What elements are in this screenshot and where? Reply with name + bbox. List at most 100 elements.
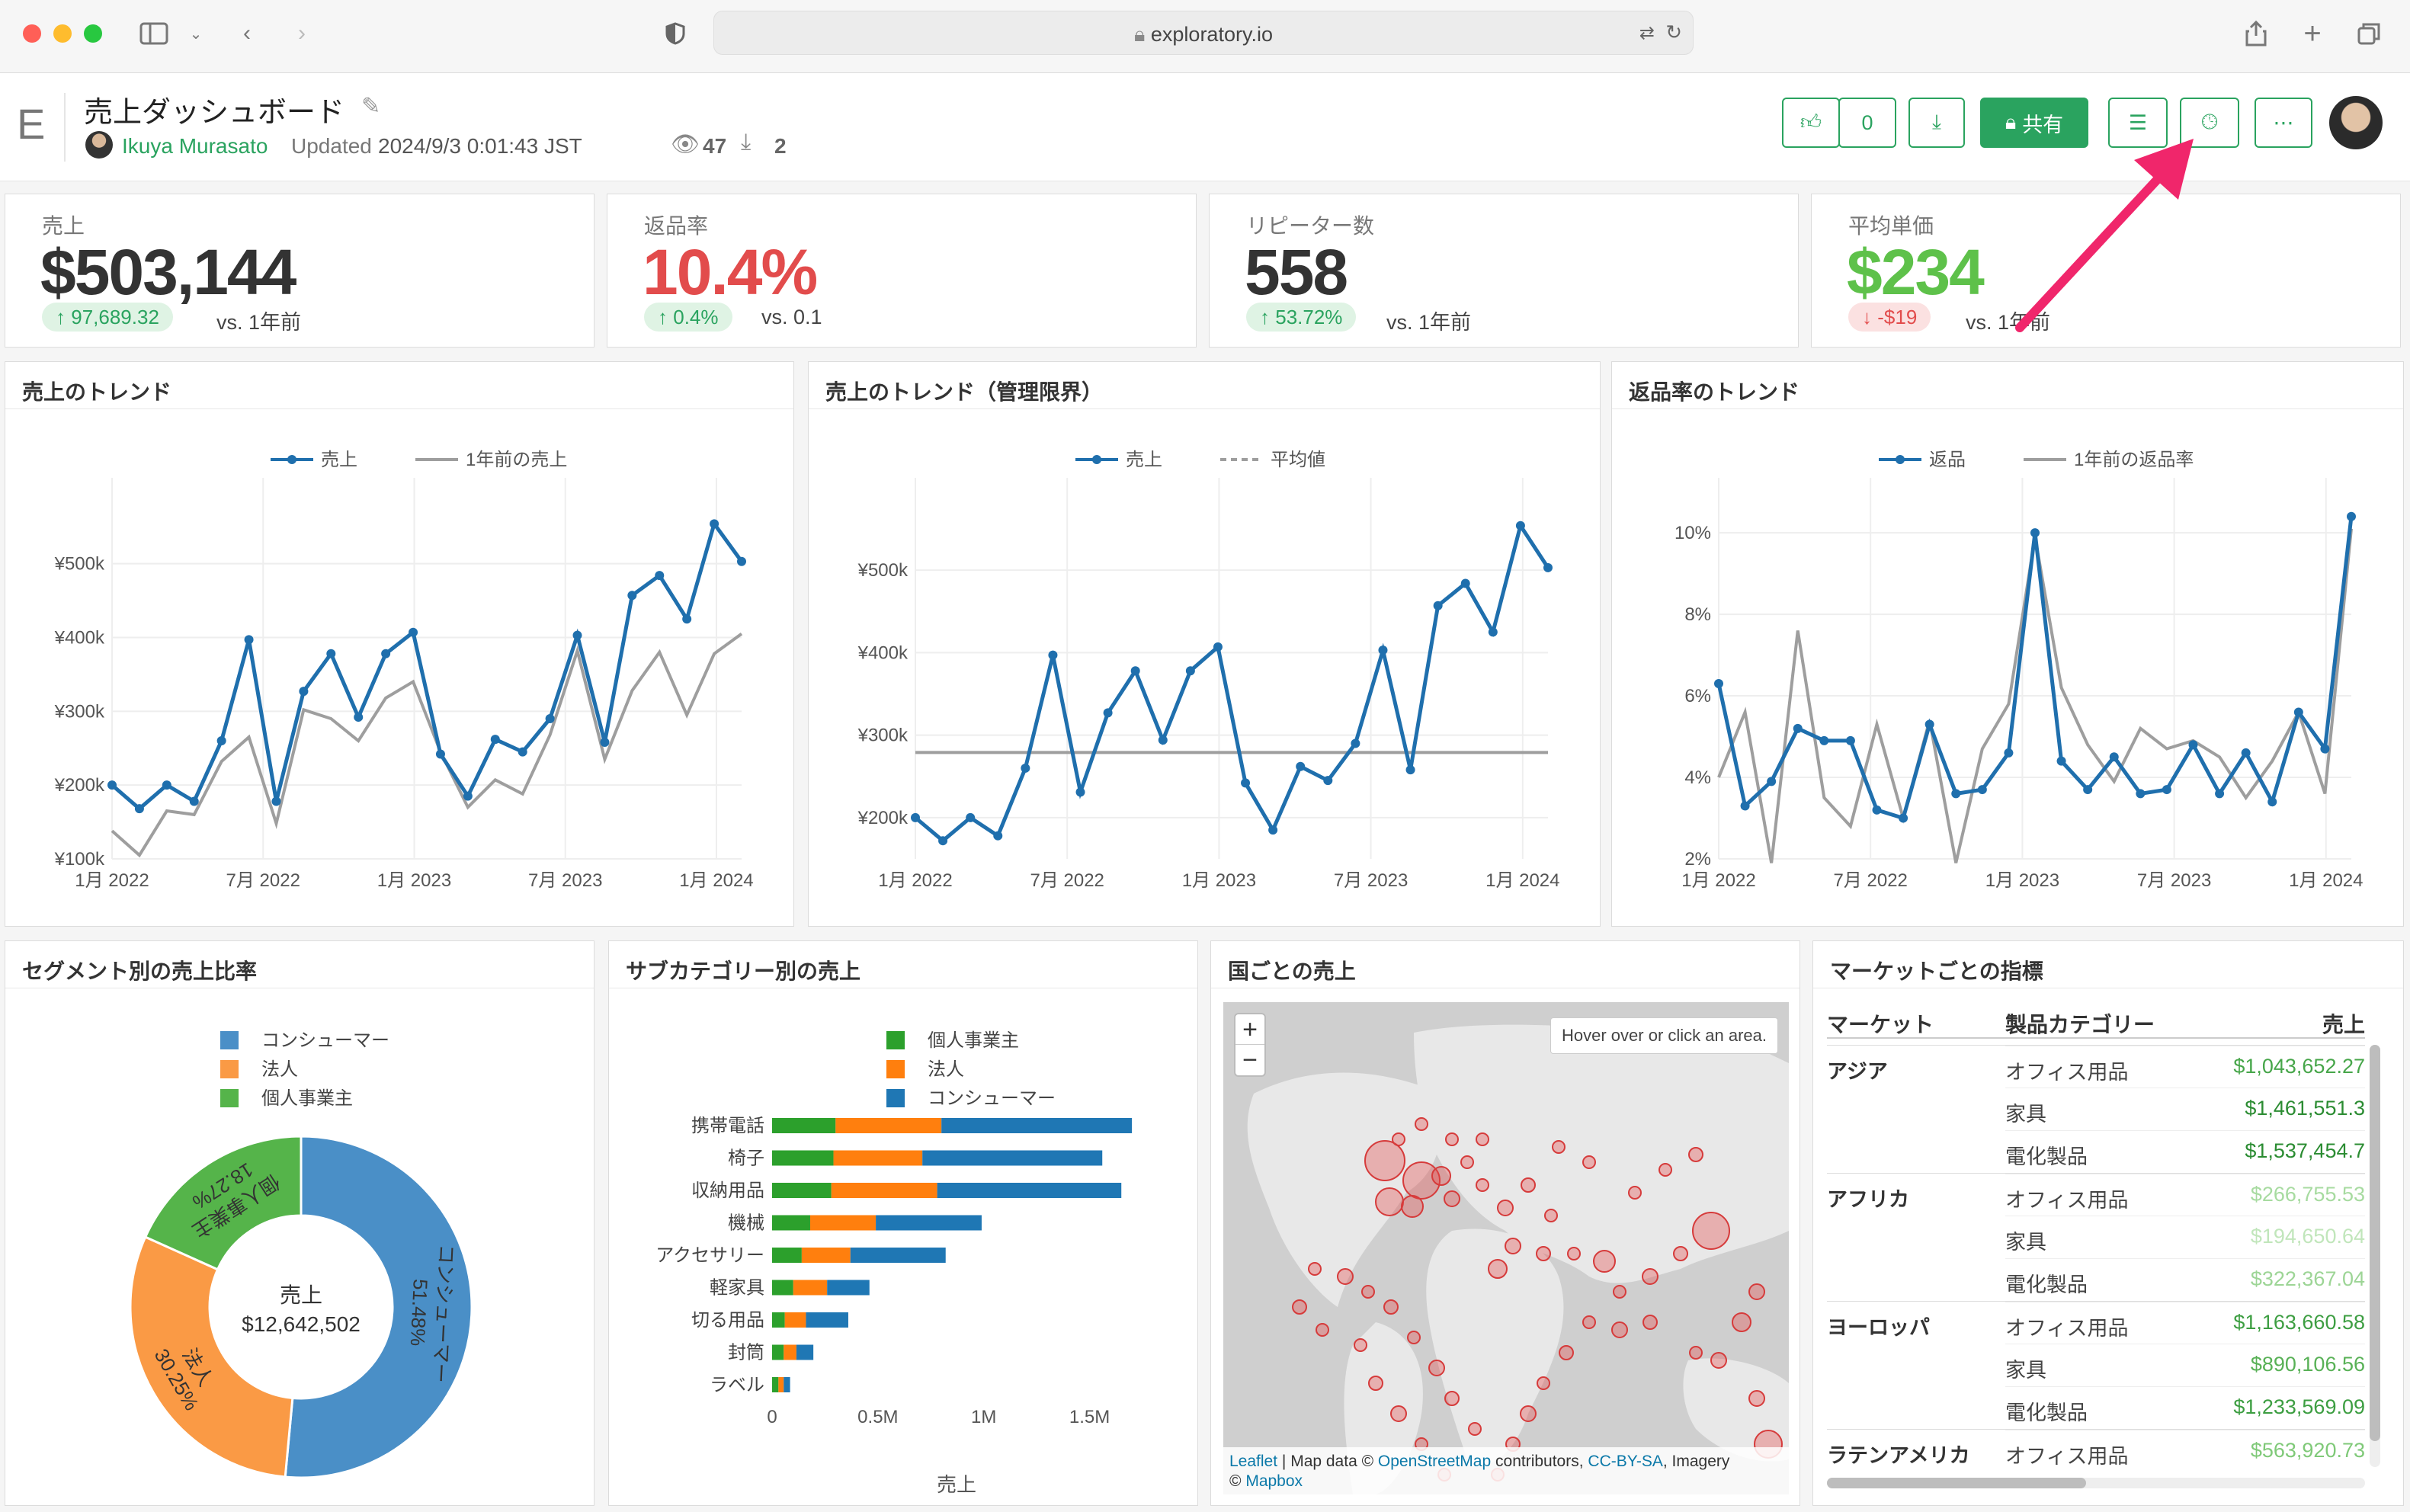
column-header-sales[interactable]: 売上 — [2322, 1013, 2365, 1036]
tab-overview-icon[interactable] — [2352, 17, 2386, 50]
segment-donut-chart[interactable]: コンシューマー法人個人事業主コンシューマー51.48%法人30.25%個人事業主… — [5, 988, 595, 1507]
y-tick-label: ¥200k — [54, 775, 105, 796]
attribution-copy: © — [1229, 1472, 1242, 1490]
data-point — [1213, 642, 1223, 652]
user-avatar[interactable] — [2329, 96, 2383, 149]
legend-marker — [1092, 455, 1101, 464]
category-label: 切る用品 — [691, 1310, 764, 1331]
like-count[interactable]: 0 — [1838, 98, 1896, 148]
author-avatar[interactable] — [85, 131, 113, 159]
chart-panel-segment: セグメント別の売上比率 コンシューマー 法人 個人事業主 コンシューマー 51.48% 法… — [5, 940, 594, 1506]
x-tick-label: 1月 2022 — [878, 870, 952, 891]
table-row[interactable]: 家具 $194,650.64 — [1827, 1216, 2365, 1258]
shield-icon[interactable] — [659, 17, 692, 50]
sales-trend-chart[interactable]: 売上 1年前の売上 1月 2022 7月 2022 1月 2023 7月 2023 1月 2… — [5, 409, 795, 927]
updated-label: Updated — [291, 134, 372, 158]
zoom-out-button[interactable]: − — [1242, 1046, 1258, 1075]
bar-segment — [772, 1312, 785, 1328]
download-button[interactable]: ⤓ — [1908, 98, 1965, 148]
country-bubble — [1375, 1187, 1404, 1216]
country-bubble — [1337, 1268, 1354, 1285]
country-bubble — [1407, 1331, 1421, 1344]
y-tick-label: ¥300k — [857, 726, 909, 746]
data-point — [572, 630, 582, 640]
filter-settings-button[interactable]: ☰ — [2108, 98, 2168, 148]
country-bubble — [1593, 1250, 1616, 1273]
eye-icon: 👁︎ — [671, 132, 700, 157]
app-logo[interactable]: E — [17, 100, 46, 148]
bar-segment — [772, 1248, 802, 1263]
address-bar[interactable]: 🔒︎ exploratory.io ⇄ ↻ — [713, 11, 1694, 55]
country-bubble — [1520, 1405, 1537, 1422]
panel-title: 国ごとの売上 — [1211, 941, 1799, 988]
arrow-up-icon: ↑ — [56, 306, 72, 328]
bar-segment — [772, 1183, 832, 1198]
attribution-imagery: , Imagery — [1662, 1453, 1730, 1470]
forward-icon[interactable]: › — [298, 21, 306, 46]
table-row[interactable]: アジア オフィス用品 $1,043,652.27 — [1827, 1045, 2365, 1088]
like-button[interactable]: 👍︎ — [1782, 98, 1840, 148]
country-bubble — [1497, 1200, 1514, 1216]
column-header-market[interactable]: マーケット — [1827, 1013, 1934, 1036]
bar-segment — [784, 1344, 796, 1360]
country-bubble — [1628, 1186, 1642, 1200]
table-row[interactable]: 家具 $890,106.56 — [1827, 1344, 2365, 1386]
y-tick-label: 4% — [1684, 767, 1711, 788]
share-button[interactable]: 🔒︎ 共有 — [1980, 98, 2088, 148]
scrollbar-thumb[interactable] — [1827, 1478, 2086, 1488]
table-row[interactable]: 家具 $1,461,551.3 — [1827, 1088, 2365, 1130]
kpi-comparison: vs. 1年前 — [1386, 311, 1472, 334]
table-row[interactable]: 電化製品 $1,233,569.09 — [1827, 1386, 2365, 1429]
new-tab-icon[interactable]: + — [2303, 16, 2322, 50]
country-bubble — [1521, 1177, 1536, 1193]
more-button[interactable]: ⋯ — [2255, 98, 2312, 148]
reload-icon[interactable]: ↻ — [1665, 21, 1682, 43]
data-point — [134, 804, 144, 814]
data-point — [1845, 735, 1855, 745]
author-link[interactable]: Ikuya Murasato — [122, 134, 268, 158]
return-rate-chart[interactable]: 返品 1年前の返品率 1月 2022 7月 2022 1月 2023 7月 2023 1月 … — [1612, 409, 2405, 927]
table-row[interactable]: 電化製品 $1,537,454.7 — [1827, 1130, 2365, 1173]
zoom-in-button[interactable]: + — [1235, 1014, 1264, 1045]
zoom-window-button[interactable] — [84, 24, 102, 43]
column-header-category[interactable]: 製品カテゴリー — [2005, 1013, 2155, 1036]
close-window-button[interactable] — [23, 24, 41, 43]
bar-segment — [801, 1248, 851, 1263]
back-icon[interactable]: ‹ — [243, 21, 251, 46]
table-row[interactable]: ラテンアメリカ オフィス用品 $563,920.73 — [1827, 1429, 2365, 1472]
scrollbar-thumb[interactable] — [2370, 1045, 2380, 1441]
country-bubble — [1748, 1390, 1765, 1407]
table-row[interactable]: ヨーロッパ オフィス用品 $1,163,660.58 — [1827, 1301, 2365, 1344]
horizontal-scrollbar[interactable] — [1827, 1478, 2365, 1488]
vertical-scrollbar[interactable] — [2370, 1045, 2380, 1467]
data-point — [1872, 805, 1882, 815]
data-point — [2320, 744, 2330, 754]
country-bubble — [1559, 1345, 1574, 1360]
kpi-value: $503,144 — [40, 236, 296, 308]
edit-icon[interactable]: ✎ — [361, 94, 381, 119]
share-icon[interactable] — [2239, 17, 2273, 50]
osm-link[interactable]: OpenStreetMap — [1377, 1453, 1492, 1470]
world-map[interactable]: + − Hover over or click an area. Leaflet… — [1223, 1002, 1789, 1494]
bar-segment — [772, 1280, 793, 1296]
lock-icon: 🔒︎ — [1134, 23, 1151, 46]
data-point — [1158, 735, 1168, 745]
chevron-down-icon[interactable]: ⌄ — [189, 25, 203, 43]
country-bubble — [1390, 1405, 1407, 1422]
table-row[interactable]: アフリカ オフィス用品 $266,755.53 — [1827, 1173, 2365, 1216]
history-button[interactable]: 🕒︎ — [2180, 98, 2239, 148]
table-row[interactable]: 電化製品 $322,367.04 — [1827, 1258, 2365, 1301]
data-point — [2083, 785, 2093, 795]
series-line-1 — [111, 633, 743, 858]
data-point — [271, 796, 281, 806]
mapbox-link[interactable]: Mapbox — [1245, 1472, 1303, 1490]
translate-icon[interactable]: ⇄ — [1639, 23, 1655, 43]
data-point — [1543, 562, 1553, 572]
control-limit-chart[interactable]: 売上 平均値 1月 2022 7月 2022 1月 2023 7月 2023 1月 2024… — [809, 409, 1601, 927]
subcategory-bar-chart[interactable]: 個人事業主法人コンシューマー携帯電話椅子収納用品機械アクセサリー軽家具切る用品封… — [609, 988, 1199, 1507]
category-label: 収納用品 — [691, 1180, 764, 1201]
minimize-window-button[interactable] — [53, 24, 72, 43]
sidebar-icon[interactable] — [137, 17, 171, 50]
leaflet-link[interactable]: Leaflet — [1229, 1453, 1278, 1470]
cc-link[interactable]: CC-BY-SA — [1588, 1453, 1663, 1470]
